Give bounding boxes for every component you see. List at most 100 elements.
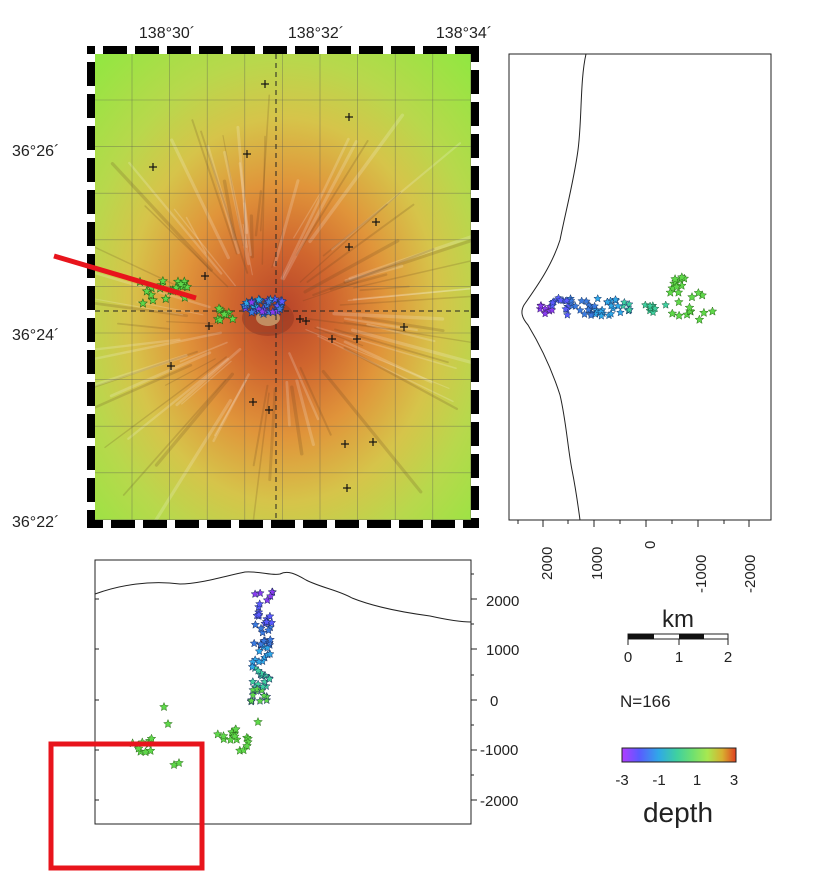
bottom-tick-2000: 2000	[486, 593, 519, 610]
relief-ridge	[166, 321, 216, 325]
hypocenter-star	[615, 307, 625, 317]
hypocenter-star	[263, 625, 274, 635]
hypocenter-star	[219, 309, 230, 319]
hypocenter-star	[265, 611, 275, 621]
scale-label-2: 2	[724, 649, 732, 666]
hypocenter-star	[586, 310, 596, 320]
frame-tick	[471, 446, 479, 454]
relief-ridge	[252, 384, 269, 467]
cross-section-bottom	[94, 559, 477, 825]
hypocenter-star	[137, 298, 148, 308]
frame-tick	[471, 254, 479, 262]
hypocenter-star	[698, 307, 709, 318]
bottom-tick-minus2000: -2000	[480, 793, 518, 810]
right-hypocenters	[535, 272, 718, 324]
bottom-topography-profile	[94, 571, 472, 623]
hypocenter-star	[570, 301, 580, 311]
hypocenter-star	[264, 674, 275, 683]
hypocenter-star	[254, 656, 264, 666]
bottom-hypocenters	[127, 587, 278, 770]
hypocenter-star	[212, 729, 223, 739]
frame-tick	[95, 46, 103, 54]
relief-ridge	[170, 138, 230, 260]
hypocenter-star	[230, 724, 241, 734]
hypocenter-star	[145, 745, 156, 756]
hypocenter-star	[274, 303, 285, 314]
frame-tick	[471, 510, 479, 518]
relief-ridge	[285, 380, 291, 427]
lon-label-2: 138°32´	[288, 25, 344, 42]
relief-ridge	[352, 287, 471, 301]
frame-tick	[87, 278, 95, 286]
relief-ridge	[122, 379, 227, 496]
hypocenter-star	[256, 639, 266, 649]
relief-ridge	[95, 298, 184, 316]
relief-ridge	[351, 328, 471, 365]
section-line	[53, 253, 197, 301]
hypocenter-star	[157, 275, 168, 286]
frame-tick	[383, 46, 391, 54]
hypocenter-star	[255, 599, 265, 608]
hypocenter-star	[673, 287, 684, 297]
relief-ridge	[322, 203, 388, 257]
relief-ridge	[344, 264, 404, 283]
hypocenter-star	[249, 638, 259, 648]
relief-ridge	[308, 113, 405, 244]
frame-tick	[287, 46, 295, 54]
relief-ridge	[273, 179, 300, 267]
hypocenter-star	[253, 665, 263, 675]
relief-ridge	[299, 191, 401, 283]
relief-ridge	[288, 352, 320, 421]
hypocenter-star	[133, 743, 144, 753]
relief-ridge	[254, 190, 263, 237]
hypocenter-star	[277, 296, 288, 306]
hypocenter-star	[146, 733, 157, 743]
frame-tick	[87, 438, 95, 446]
relief-ridge	[252, 392, 270, 520]
frame-tick	[471, 62, 479, 70]
frame-tick	[167, 520, 175, 528]
relief-ridge	[334, 328, 449, 364]
hypocenter-star	[238, 745, 249, 755]
lat-label-1: 36°26´	[12, 143, 59, 160]
frame-tick	[471, 126, 479, 134]
hypocenter-star	[159, 701, 169, 712]
bottom-panel-ticks	[95, 573, 477, 801]
hypocenter-star	[255, 696, 265, 705]
hypocenter-star	[676, 272, 687, 282]
hypocenter-star	[147, 294, 158, 305]
hypocenter-star	[575, 305, 585, 314]
hypocenter-star	[684, 306, 695, 316]
relief-ridge	[127, 357, 229, 440]
hypocenter-star	[556, 295, 565, 305]
frame-tick	[87, 246, 95, 254]
relief-ridge	[303, 239, 400, 294]
relief-ridge	[185, 216, 207, 254]
frame-tick	[471, 382, 479, 390]
relief-ridge	[117, 322, 171, 330]
frame-tick	[455, 520, 463, 528]
right-panel-ticks	[517, 520, 750, 527]
hypocenter-star	[258, 681, 268, 691]
hypocenter-star	[674, 310, 685, 320]
relief-ridge	[306, 203, 415, 283]
hypocenter-star	[561, 304, 571, 313]
lat-label-3: 36°22´	[12, 514, 59, 531]
hypocenter-star	[687, 291, 697, 302]
right-tick-1000: 1000	[589, 547, 606, 580]
hypocenter-star	[606, 301, 616, 310]
relief-ridge	[206, 145, 241, 255]
relief-ridge	[191, 119, 238, 255]
right-panel-frame	[508, 53, 772, 521]
hypocenter-star	[684, 302, 695, 312]
hypocenter-star	[625, 305, 634, 314]
frame-tick	[359, 520, 367, 528]
hypocenter-star	[603, 297, 612, 306]
relief-ridge	[343, 239, 471, 284]
lat-label-2: 36°24´	[12, 327, 59, 344]
hypocenter-star	[246, 297, 257, 307]
hypocenter-star	[265, 591, 276, 601]
relief-ridge	[212, 373, 250, 443]
relief-ridge	[280, 137, 350, 280]
relief-ridge	[154, 372, 234, 467]
